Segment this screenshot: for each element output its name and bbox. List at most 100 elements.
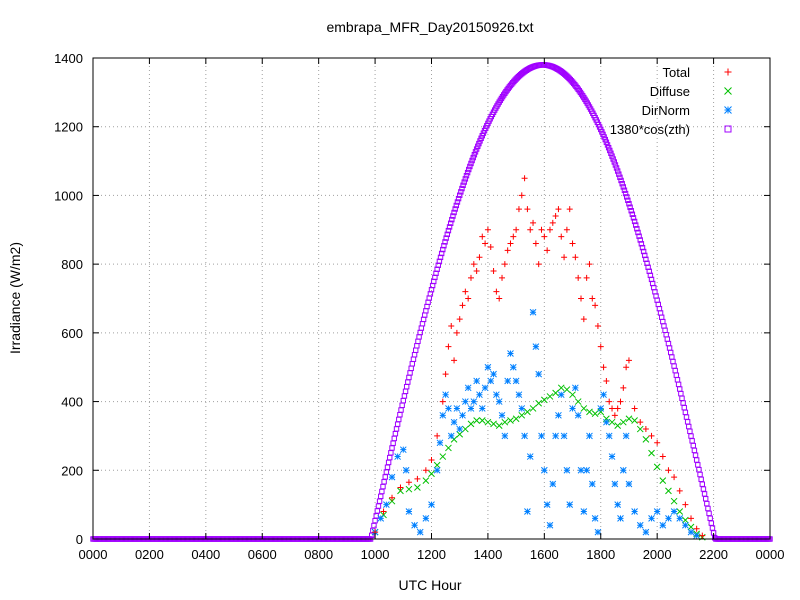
data-point bbox=[586, 432, 593, 440]
series-total bbox=[372, 175, 706, 539]
data-point bbox=[414, 343, 420, 349]
data-point bbox=[463, 173, 470, 179]
data-point bbox=[467, 420, 475, 428]
data-point bbox=[434, 432, 441, 439]
data-point bbox=[605, 144, 612, 151]
data-point bbox=[527, 226, 534, 233]
data-point bbox=[577, 466, 585, 474]
data-point bbox=[620, 184, 627, 190]
data-point bbox=[546, 393, 554, 400]
data-point bbox=[524, 206, 531, 213]
data-point bbox=[690, 442, 696, 449]
data-point bbox=[549, 219, 556, 226]
data-point bbox=[665, 340, 672, 347]
data-point bbox=[614, 405, 621, 412]
data-point bbox=[452, 206, 458, 212]
x-tick-label: 1200 bbox=[417, 547, 446, 562]
data-point bbox=[693, 457, 700, 463]
data-point bbox=[603, 418, 610, 426]
data-point bbox=[402, 388, 409, 395]
data-point bbox=[456, 316, 463, 323]
data-point bbox=[611, 412, 618, 419]
data-point bbox=[563, 386, 571, 393]
data-point bbox=[411, 352, 418, 358]
data-point bbox=[572, 384, 579, 392]
data-point bbox=[597, 405, 605, 412]
data-point bbox=[396, 416, 402, 423]
data-point bbox=[636, 425, 644, 433]
data-point bbox=[535, 261, 542, 268]
data-point bbox=[642, 426, 649, 433]
x-tick-label: 2000 bbox=[643, 547, 672, 562]
data-point bbox=[629, 211, 636, 217]
data-point bbox=[687, 523, 695, 531]
data-point bbox=[704, 500, 710, 507]
data-point bbox=[481, 384, 489, 392]
data-point bbox=[441, 243, 447, 249]
data-point bbox=[398, 407, 404, 413]
data-point bbox=[419, 321, 426, 327]
data-point bbox=[656, 305, 663, 312]
data-point bbox=[436, 439, 444, 447]
data-point bbox=[625, 415, 633, 423]
data-point bbox=[387, 454, 393, 461]
data-point bbox=[614, 168, 621, 174]
data-point bbox=[538, 226, 545, 233]
data-point bbox=[549, 480, 557, 488]
data-point bbox=[561, 254, 568, 261]
data-point bbox=[462, 288, 469, 295]
data-point bbox=[614, 501, 622, 508]
data-point bbox=[687, 428, 693, 434]
data-point bbox=[466, 166, 472, 173]
data-point bbox=[423, 308, 429, 314]
data-point bbox=[518, 192, 525, 199]
data-point bbox=[631, 417, 638, 424]
data-point bbox=[433, 461, 441, 469]
data-point bbox=[684, 419, 691, 425]
data-point bbox=[461, 179, 467, 185]
data-point bbox=[606, 398, 613, 405]
data-point bbox=[670, 497, 678, 505]
data-point bbox=[631, 508, 638, 515]
data-point bbox=[490, 268, 497, 275]
data-point bbox=[461, 425, 469, 433]
data-point bbox=[605, 432, 613, 440]
data-point bbox=[676, 515, 684, 522]
data-point bbox=[609, 153, 615, 159]
data-point bbox=[609, 405, 616, 412]
data-point bbox=[608, 150, 614, 156]
data-point bbox=[382, 474, 388, 480]
data-point bbox=[540, 466, 548, 474]
legend: Total Diffuse DirNorm 1380*cos(zth) bbox=[610, 65, 732, 137]
data-point bbox=[616, 171, 622, 177]
data-point bbox=[501, 418, 509, 426]
data-point bbox=[625, 480, 633, 488]
data-point bbox=[541, 233, 548, 240]
data-point bbox=[688, 515, 695, 522]
data-point bbox=[569, 405, 576, 412]
data-point bbox=[687, 528, 695, 536]
x-tick-labels: 0000 0200 0400 0600 0800 1000 1200 1400 1600 1800… bbox=[79, 547, 785, 562]
data-point bbox=[384, 464, 391, 470]
data-point bbox=[586, 261, 593, 268]
data-point bbox=[450, 213, 456, 219]
data-point bbox=[682, 521, 689, 529]
data-point bbox=[424, 303, 430, 310]
data-point bbox=[524, 508, 531, 515]
data-point bbox=[501, 261, 508, 268]
data-point bbox=[589, 295, 596, 302]
data-point bbox=[625, 197, 631, 204]
data-point bbox=[642, 528, 650, 536]
data-point bbox=[453, 202, 460, 209]
data-point bbox=[487, 243, 494, 250]
data-point bbox=[451, 209, 457, 216]
data-point bbox=[698, 476, 704, 483]
data-point bbox=[623, 364, 630, 371]
data-point bbox=[428, 501, 435, 508]
data-point bbox=[683, 414, 690, 420]
data-point bbox=[540, 396, 548, 404]
data-point bbox=[535, 399, 543, 407]
data-point bbox=[375, 503, 382, 509]
data-point bbox=[631, 405, 638, 412]
data-point bbox=[440, 246, 446, 253]
